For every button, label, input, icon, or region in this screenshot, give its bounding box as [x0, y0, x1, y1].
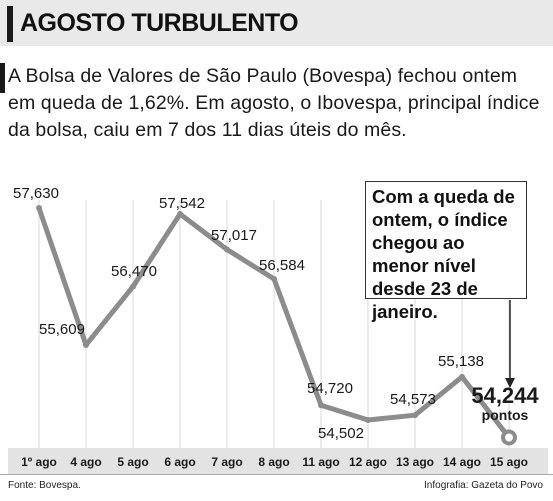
page-title: AGOSTO TURBULENTO: [20, 9, 299, 37]
x-tick-label: 6 ago: [164, 455, 195, 469]
callout-arrow-head: [505, 378, 515, 388]
last-value-unit: pontos: [482, 407, 529, 423]
x-tick-label: 13 ago: [396, 455, 434, 469]
x-tick-label: 8 ago: [258, 455, 289, 469]
last-value-label: 54,244: [471, 383, 539, 408]
data-point: [130, 283, 136, 290]
value-label: 57,017: [211, 227, 257, 244]
data-point: [412, 412, 418, 419]
last-data-point: [501, 429, 517, 446]
x-tick-label: 7 ago: [211, 455, 242, 469]
data-point: [271, 275, 277, 282]
data-point: [83, 341, 89, 348]
x-tick-label: 14 ago: [443, 455, 481, 469]
data-point: [365, 417, 371, 423]
x-tick-label: 5 ago: [117, 455, 148, 469]
value-label: 54,720: [307, 380, 353, 397]
header-band: AGOSTO TURBULENTO: [0, 0, 553, 46]
intro-accent-bar: [0, 63, 5, 93]
x-axis-band: [8, 448, 548, 474]
value-label: 56,584: [259, 257, 305, 274]
x-tick-label: 12 ago: [349, 455, 387, 469]
data-point: [318, 402, 324, 409]
value-label: 56,470: [111, 263, 157, 280]
x-tick-label: 4 ago: [70, 455, 101, 469]
footer-divider: [0, 474, 553, 475]
x-tick-label: 1º ago: [21, 455, 57, 469]
callout-box: Com a queda de ontem, o índice chegou ao…: [365, 181, 527, 322]
source-note: Fonte: Bovespa.: [8, 480, 81, 491]
value-label: 54,502: [318, 425, 364, 442]
value-label: 57,542: [159, 195, 205, 212]
x-tick-label: 15 ago: [490, 455, 528, 469]
value-label: 55,609: [39, 321, 85, 338]
data-point: [224, 246, 230, 253]
intro-text: A Bolsa de Valores de São Paulo (Bovespa…: [8, 65, 540, 141]
credit-note: Infografia: Gazeta do Povo: [424, 480, 543, 491]
data-point: [459, 373, 465, 380]
data-point: [177, 210, 183, 217]
x-tick-label: 11 ago: [302, 455, 339, 469]
value-label: 57,630: [13, 185, 59, 202]
value-label: 55,138: [438, 353, 484, 370]
value-label: 54,573: [390, 391, 436, 408]
header-accent-bar: [7, 6, 13, 42]
data-point: [36, 205, 42, 211]
